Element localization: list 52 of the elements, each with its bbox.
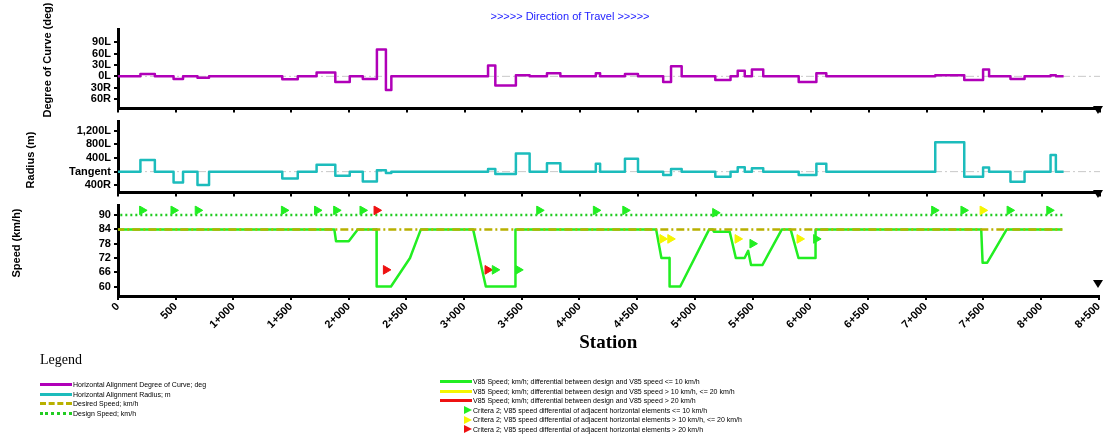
y-tick-label: 60R [90, 92, 112, 104]
point [280, 205, 290, 216]
point [813, 234, 822, 244]
point [667, 234, 676, 244]
point [515, 265, 524, 275]
point [1006, 205, 1016, 216]
y-tick-label: 400L [85, 151, 112, 164]
y-tick-label: 30L [92, 58, 112, 71]
y-tick-label: 72 [98, 250, 111, 263]
point [170, 205, 179, 216]
point [712, 207, 721, 218]
x-tick-label: 0 [108, 299, 122, 313]
y-tick-label: 1,200L [76, 123, 112, 136]
point [333, 205, 342, 216]
point [484, 265, 494, 275]
y-axis-title: Radius (m) [23, 130, 37, 191]
chart-title: >>>>> Direction of Travel >>>>> [490, 9, 650, 22]
point [536, 205, 545, 216]
y-tick-label: 90 [98, 208, 111, 221]
point [592, 205, 602, 216]
y-tick-label: 800L [85, 137, 112, 150]
y-axis-title: Speed (km/h) [9, 207, 23, 280]
point [960, 205, 969, 216]
point [979, 205, 989, 216]
y-tick-label: 90L [92, 35, 112, 48]
y-tick-label: 400R [84, 178, 112, 191]
y-tick-label: 30R [90, 80, 112, 93]
point [659, 234, 668, 244]
y-tick-label: 0L [98, 69, 112, 82]
y-axis-title: Degree of Curve (deg) [40, 1, 54, 120]
point [491, 265, 501, 275]
x-tick-label: 500 [157, 299, 180, 322]
point [931, 205, 940, 216]
point [359, 205, 368, 216]
x-axis-title: Station [579, 330, 638, 352]
point [749, 238, 758, 249]
point [734, 234, 744, 244]
legend-title: Legend [40, 352, 82, 368]
point [373, 205, 383, 216]
point [139, 205, 148, 216]
y-tick-label: 60L [92, 46, 112, 59]
point [382, 265, 392, 275]
point [622, 205, 631, 216]
y-tick-label: 78 [98, 236, 111, 249]
point [314, 205, 323, 216]
point [194, 205, 204, 216]
y-tick-label: 60 [98, 279, 111, 292]
y-tick-label: 66 [98, 265, 111, 278]
point [796, 234, 806, 244]
y-tick-label: 84 [98, 222, 112, 235]
point [1046, 205, 1055, 216]
y-tick-label: Tangent [69, 164, 112, 177]
